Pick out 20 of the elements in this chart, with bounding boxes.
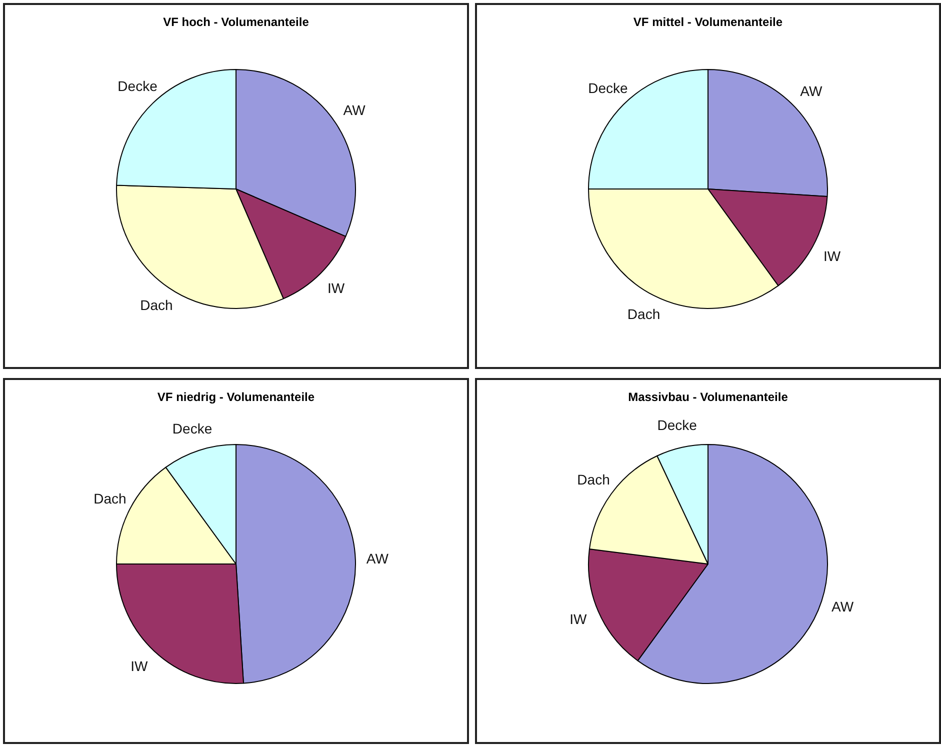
slice-label: Decke xyxy=(657,416,698,433)
slice-label: AW xyxy=(343,102,366,118)
slice-label: Dach xyxy=(94,490,126,507)
slice-label: Dach xyxy=(140,296,173,313)
chart-title: VF mittel - Volumenanteile xyxy=(632,15,784,29)
chart-title: VF hoch - Volumenanteile xyxy=(162,15,310,29)
slice-label: IW xyxy=(570,611,588,628)
slice-label: AW xyxy=(832,598,854,615)
slice-label: IW xyxy=(130,658,148,674)
slice-label: Dach xyxy=(577,472,610,488)
slice-label: Decke xyxy=(588,80,628,96)
chart-title: VF niedrig - Volumenanteile xyxy=(156,390,316,404)
slice-label: Decke xyxy=(172,420,212,436)
chart-title: Massivbau - Volumenanteile xyxy=(627,390,789,404)
slice-label: IW xyxy=(328,280,346,296)
slice-label: Dach xyxy=(627,306,660,322)
slice-label: AW xyxy=(800,82,823,99)
slice-label: Decke xyxy=(118,78,158,94)
slice-label: AW xyxy=(366,550,390,566)
slice-label: IW xyxy=(823,248,842,264)
